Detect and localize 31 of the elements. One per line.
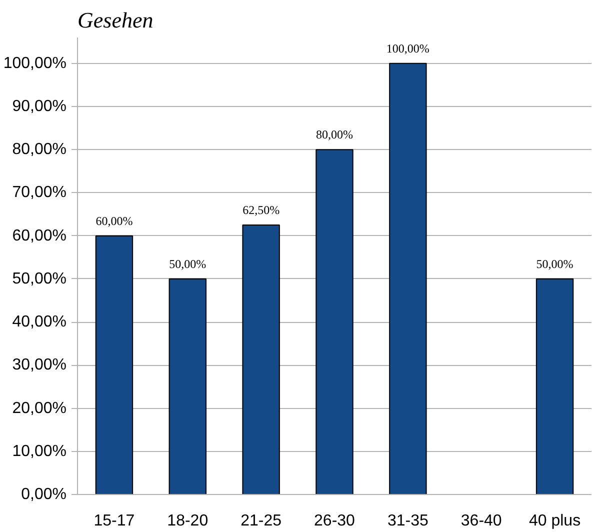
y-tick-label: 40,00%: [12, 314, 66, 331]
y-tick-label: 60,00%: [12, 227, 66, 244]
bar: [536, 278, 574, 494]
x-tick-label: 40 plus: [528, 512, 581, 530]
chart-title: Gesehen: [78, 8, 154, 32]
bar: [389, 62, 427, 494]
data-label: 62,50%: [242, 203, 280, 218]
bar: [95, 235, 134, 494]
y-tick-label: 70,00%: [12, 184, 66, 202]
bar: [168, 278, 206, 494]
x-tick-label: 31-35: [387, 512, 428, 530]
x-tick-label: 15-17: [94, 512, 135, 530]
x-tick-label: 18-20: [167, 512, 208, 530]
x-tick-label: 21-25: [240, 512, 282, 530]
y-tick-label: 10,00%: [12, 442, 66, 460]
y-tick-label: 0,00%: [21, 486, 67, 503]
x-tick-label: 26-30: [314, 512, 356, 530]
data-label: 80,00%: [316, 128, 353, 142]
x-tick-label: 36-40: [460, 512, 502, 530]
y-tick-label: 30,00%: [12, 356, 66, 374]
data-label: 60,00%: [96, 214, 133, 228]
bar: [242, 224, 280, 494]
y-tick-label: 90,00%: [12, 98, 66, 115]
data-label: 50,00%: [169, 256, 206, 271]
y-tick-label: 20,00%: [12, 400, 66, 417]
bar: [316, 149, 354, 494]
data-label: 100,00%: [386, 41, 430, 56]
y-tick-label: 100,00%: [3, 54, 67, 72]
y-tick-label: 50,00%: [12, 270, 66, 288]
y-tick-label: 80,00%: [12, 141, 66, 158]
data-label: 50,00%: [536, 256, 574, 271]
